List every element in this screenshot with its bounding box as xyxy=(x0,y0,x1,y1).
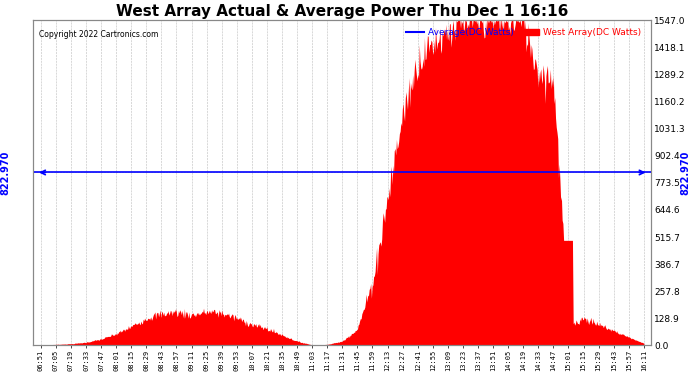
Text: Copyright 2022 Cartronics.com: Copyright 2022 Cartronics.com xyxy=(39,30,159,39)
Text: 822.970: 822.970 xyxy=(1,150,10,195)
Title: West Array Actual & Average Power Thu Dec 1 16:16: West Array Actual & Average Power Thu De… xyxy=(116,4,569,19)
Text: 822.970: 822.970 xyxy=(680,150,690,195)
Legend: Average(DC Watts), West Array(DC Watts): Average(DC Watts), West Array(DC Watts) xyxy=(406,28,641,37)
